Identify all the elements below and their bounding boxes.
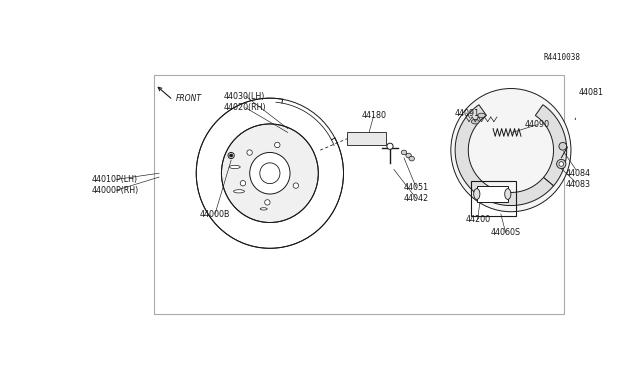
Text: 44090: 44090 — [525, 120, 550, 129]
Bar — [477, 186, 508, 202]
Ellipse shape — [240, 180, 246, 186]
Text: 44180: 44180 — [362, 111, 387, 120]
Ellipse shape — [387, 143, 393, 150]
Ellipse shape — [260, 208, 267, 210]
Polygon shape — [535, 105, 566, 186]
Text: 44000B: 44000B — [200, 209, 230, 218]
Ellipse shape — [260, 163, 280, 184]
Text: R4410038: R4410038 — [543, 53, 580, 62]
Bar — [348, 132, 386, 145]
Ellipse shape — [559, 142, 566, 150]
Text: 44084: 44084 — [566, 169, 591, 178]
Text: 44042: 44042 — [404, 194, 429, 203]
Text: 44200: 44200 — [465, 215, 490, 224]
Ellipse shape — [505, 189, 511, 199]
Polygon shape — [455, 105, 554, 206]
Text: 44010P(LH): 44010P(LH) — [92, 175, 138, 184]
Ellipse shape — [293, 183, 299, 188]
Text: FRONT: FRONT — [175, 94, 202, 103]
Ellipse shape — [409, 156, 415, 161]
Ellipse shape — [275, 142, 280, 148]
Bar — [154, 76, 564, 314]
Ellipse shape — [451, 89, 571, 212]
Ellipse shape — [265, 200, 270, 205]
Text: 44081: 44081 — [579, 88, 604, 97]
Ellipse shape — [472, 119, 479, 124]
Text: 44030(LH): 44030(LH) — [223, 92, 265, 101]
Ellipse shape — [401, 150, 406, 155]
Ellipse shape — [221, 124, 318, 222]
Bar — [470, 181, 516, 216]
Ellipse shape — [247, 150, 252, 155]
Text: 44020(RH): 44020(RH) — [223, 103, 266, 112]
Ellipse shape — [406, 153, 412, 158]
Ellipse shape — [477, 113, 485, 118]
Ellipse shape — [250, 153, 290, 194]
Text: 44000P(RH): 44000P(RH) — [92, 186, 139, 195]
Ellipse shape — [228, 153, 234, 158]
Text: 44083: 44083 — [566, 180, 591, 189]
Ellipse shape — [196, 98, 344, 248]
Ellipse shape — [557, 159, 566, 169]
Ellipse shape — [234, 190, 244, 193]
Ellipse shape — [559, 162, 564, 166]
Ellipse shape — [229, 165, 240, 169]
Ellipse shape — [474, 189, 480, 199]
Ellipse shape — [230, 154, 233, 157]
Text: 44060S: 44060S — [491, 228, 521, 237]
Text: 44091: 44091 — [454, 109, 479, 118]
Text: 44051: 44051 — [404, 183, 429, 192]
Ellipse shape — [579, 100, 588, 108]
